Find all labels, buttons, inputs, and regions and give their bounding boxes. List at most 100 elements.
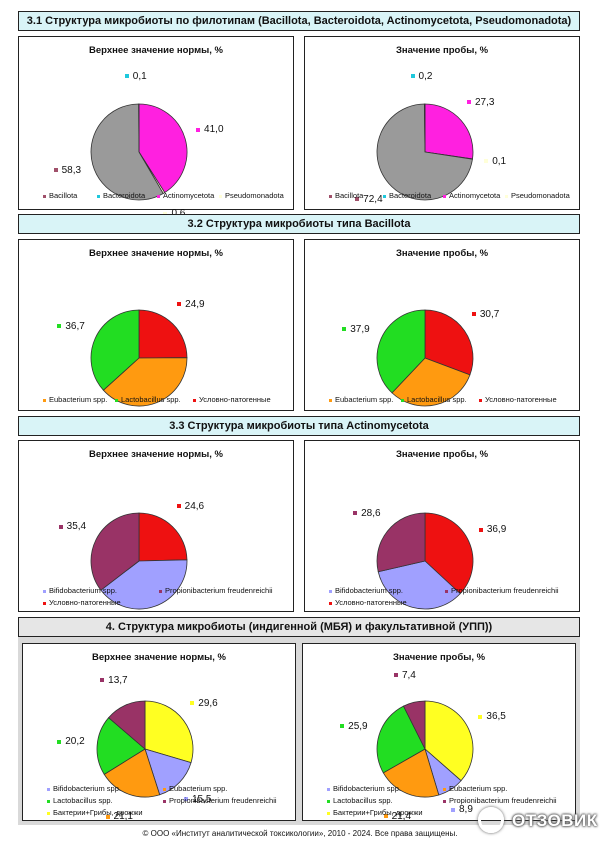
- legend-marker-icon: [445, 589, 448, 593]
- legend-marker-icon: [479, 398, 482, 402]
- legend-item: Propionibacterium freudenreichii: [163, 796, 277, 805]
- legend-item: Propionibacterium freudenreichii: [445, 586, 559, 595]
- slice-value-label: 36,7: [57, 321, 85, 332]
- pie-chart: [90, 309, 188, 407]
- legend-marker-icon: [163, 211, 168, 216]
- legend-marker-icon: [47, 787, 50, 791]
- panel-title: Верхнее значение нормы, %: [89, 449, 223, 460]
- section-4-title: 4. Структура микробиоты (индигенной (МБЯ…: [18, 617, 580, 637]
- legend-marker-icon: [43, 398, 46, 402]
- legend-item: Условно-патогенные: [43, 598, 121, 607]
- legend-item: Eubacterium spp.: [43, 395, 107, 404]
- legend-item: Eubacterium spp.: [443, 784, 507, 793]
- legend-item: Actinomycetota: [157, 191, 214, 200]
- legend-item: Бактерии+Грибы, дрожжи: [327, 808, 423, 817]
- legend-item: Pseudomonadota: [505, 191, 570, 200]
- pie-slice-2: [138, 309, 188, 359]
- pie-slice-1: [90, 512, 140, 591]
- chart-panel-2-norm: Верхнее значение нормы, % 24,938,436,7Eu…: [18, 239, 294, 431]
- slice-value-label: 21,4: [383, 811, 411, 822]
- legend-marker-icon: [100, 678, 105, 683]
- pie-chart: [376, 309, 474, 407]
- legend-item: Bifidobacterium spp.: [329, 586, 403, 595]
- slice-value-label: 0,6: [163, 208, 185, 219]
- legend-item: Bacillota: [43, 191, 77, 200]
- slice-value-label: 30,7: [471, 309, 499, 320]
- legend-item: Bifidobacterium spp.: [43, 586, 117, 595]
- slice-value-label: 8,9: [451, 804, 473, 815]
- watermark-circle-icon: [478, 807, 504, 833]
- chart-panel-3-sample: Значение пробы, % 36,934,528,6Bifidobact…: [304, 440, 580, 636]
- chart-panel-1-sample: Значение пробы, % 27,3 0,1 72,4 0,2 Bacillot…: [304, 36, 580, 210]
- legend-marker-icon: [193, 398, 196, 402]
- pie-slice-0: [377, 560, 461, 610]
- slice-value-label: 37,9: [342, 324, 370, 335]
- section-2-title: 3.2 Структура микробиоты типа Bacillota: [18, 214, 580, 234]
- legend-item: Eubacterium spp.: [163, 784, 227, 793]
- legend-marker-icon: [43, 601, 46, 605]
- panel-title: Значение пробы, %: [395, 248, 489, 259]
- pie-slice-2: [424, 512, 474, 595]
- legend-marker-icon: [329, 601, 332, 605]
- pie-slice-2: [138, 512, 188, 562]
- slice-value-label: 27,3: [466, 97, 494, 108]
- legend-marker-icon: [124, 74, 129, 79]
- slice-value-label: 72,4: [355, 194, 383, 205]
- pie-slice-1: [103, 748, 161, 798]
- legend-item: Bacteroidota: [97, 191, 145, 200]
- slice-value-label: 58,3: [53, 165, 81, 176]
- legend-marker-icon: [471, 312, 476, 317]
- chart-panel-2-sample: Значение пробы, % 30,731,337,9Eubacteriu…: [304, 239, 580, 434]
- watermark-logo: ОТЗОВИК: [478, 805, 597, 835]
- legend-marker-icon: [443, 799, 446, 803]
- pie-slice-0: [100, 559, 188, 610]
- pie-slice-1: [423, 103, 426, 153]
- slice-value-label: 24,6: [176, 501, 204, 512]
- slice-value-label: 0,2: [410, 71, 432, 82]
- pie-slice-2: [424, 103, 474, 160]
- slice-value-label: 0,1: [124, 71, 147, 82]
- legend-item: Условно-патогенные: [329, 598, 407, 607]
- slice-value-label: 7,4: [393, 670, 416, 681]
- pie-slice-0: [102, 357, 188, 407]
- legend-marker-icon: [177, 301, 182, 306]
- legend-marker-icon: [58, 524, 63, 529]
- slice-value-label: 41,0: [196, 124, 224, 135]
- legend-item: Условно-патогенные: [479, 395, 557, 404]
- legend-marker-icon: [478, 714, 483, 719]
- legend-marker-icon: [105, 814, 110, 819]
- legend-marker-icon: [43, 589, 46, 593]
- legend-marker-icon: [327, 799, 330, 803]
- legend-marker-icon: [484, 159, 489, 164]
- slice-value-label: 24,9: [177, 299, 205, 310]
- pie-slice-1: [90, 309, 140, 391]
- slice-value-label: 13,7: [100, 675, 128, 686]
- pie-chart: [96, 700, 194, 798]
- slice-value-label: 0,1: [484, 156, 506, 167]
- legend-marker-icon: [443, 787, 446, 791]
- legend-marker-icon: [340, 723, 345, 728]
- legend-marker-icon: [329, 194, 332, 198]
- pie-slice-1: [382, 748, 440, 798]
- legend-marker-icon: [47, 799, 50, 803]
- legend-marker-icon: [163, 787, 166, 791]
- panel-title: Верхнее значение нормы, %: [89, 45, 223, 56]
- legend-item: Bacteroidota: [383, 191, 431, 200]
- pie-slice-3: [402, 700, 426, 750]
- pie-slice-4: [424, 700, 474, 782]
- legend-marker-icon: [219, 194, 222, 198]
- pie-slice-0: [391, 357, 471, 407]
- panel-title: Значение пробы, %: [395, 449, 489, 460]
- chart-panel-4-norm: Верхнее значение нормы, % 29,6 15,5 21,1 20…: [22, 643, 296, 822]
- legend-item: Условно-патогенные: [193, 395, 271, 404]
- pie-slice-3: [108, 700, 146, 750]
- pie-chart: [376, 700, 474, 798]
- legend-item: Lactobacillus spp.: [115, 395, 181, 404]
- legend-marker-icon: [97, 194, 100, 198]
- pie-slice-0: [144, 748, 192, 796]
- pie-slice-0: [90, 103, 164, 201]
- pie-slice-2: [376, 705, 426, 774]
- pie-slice-2: [424, 309, 474, 376]
- legend-item: Lactobacillus spp.: [47, 796, 113, 805]
- pie-chart: [376, 512, 474, 610]
